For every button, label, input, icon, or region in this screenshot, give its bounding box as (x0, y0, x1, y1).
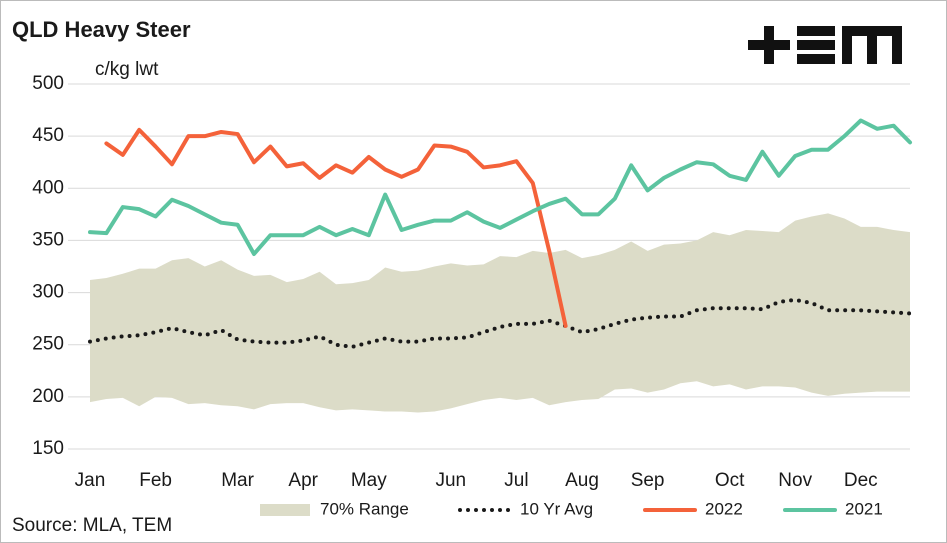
range-area (90, 213, 910, 413)
y-tick-label: 400 (32, 177, 64, 198)
y-tick-label: 150 (32, 438, 64, 459)
x-tick-label: Dec (844, 470, 878, 491)
series-line (88, 118, 912, 256)
x-tick-label: Apr (288, 470, 318, 491)
chart-title: QLD Heavy Steer (12, 17, 191, 42)
y-tick-label: 450 (32, 125, 64, 146)
legend-swatch (260, 504, 310, 516)
x-tick-label: Mar (221, 470, 254, 491)
x-tick-label: Nov (778, 470, 812, 491)
y-tick-label: 200 (32, 386, 64, 407)
x-tick-label: Oct (715, 470, 745, 491)
y-tick-label: 250 (32, 334, 64, 355)
x-tick-label: Aug (565, 470, 599, 491)
legend-label: 70% Range (320, 499, 409, 518)
legend-label: 2022 (705, 499, 743, 518)
y-tick-label: 300 (32, 282, 64, 303)
x-tick-label: Jul (504, 470, 528, 491)
x-tick-label: Jan (75, 470, 106, 491)
series-line (104, 127, 568, 328)
y-tick-label: 500 (32, 73, 64, 94)
x-tick-label: May (351, 470, 387, 491)
source: Source: MLA, TEM (12, 515, 172, 536)
y-axis-label: c/kg lwt (95, 59, 159, 80)
x-tick-label: Jun (435, 470, 466, 491)
legend-label: 10 Yr Avg (520, 499, 593, 518)
y-tick-label: 350 (32, 229, 64, 250)
legend-label: 2021 (845, 499, 883, 518)
x-tick-label: Feb (139, 470, 172, 491)
logo (748, 26, 902, 64)
x-tick-label: Sep (631, 470, 665, 491)
